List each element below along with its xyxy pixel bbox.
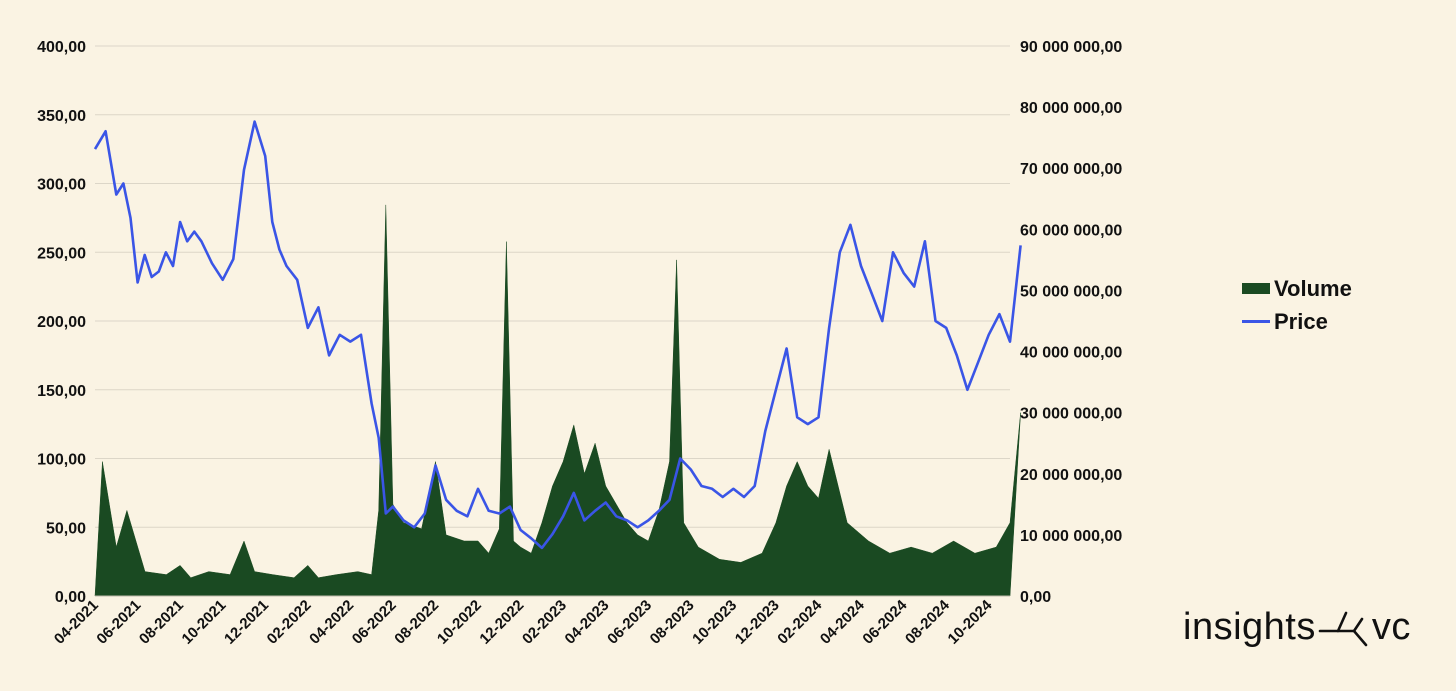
right-tick-label: 40 000 000,00 xyxy=(1020,345,1122,362)
legend-item-volume: Volume xyxy=(1242,272,1352,305)
left-y-axis: 0,00 50,00 100,00 150,00 200,00 250,00 300,00 3… xyxy=(37,39,86,606)
legend-volume-label: Volume xyxy=(1274,275,1352,301)
x-tick-label: 12-2022 xyxy=(476,597,527,648)
right-tick-label: 10 000 000,00 xyxy=(1020,528,1122,545)
x-tick-label: 04-2024 xyxy=(817,596,868,647)
left-tick-label: 350,00 xyxy=(37,108,86,125)
legend-item-price: Price xyxy=(1242,305,1352,338)
right-tick-label: 60 000 000,00 xyxy=(1020,222,1122,239)
left-tick-label: 200,00 xyxy=(37,314,86,331)
x-tick-label: 06-2024 xyxy=(859,596,910,647)
x-tick-label: 04-2022 xyxy=(306,597,357,648)
x-tick-label: 08-2022 xyxy=(391,597,442,648)
x-tick-label: 02-2023 xyxy=(519,597,570,648)
x-tick-label: 06-2021 xyxy=(93,597,144,648)
x-tick-label: 02-2024 xyxy=(774,596,825,647)
legend: Volume Price xyxy=(1242,272,1352,338)
x-tick-label: 12-2021 xyxy=(221,597,272,648)
right-tick-label: 0,00 xyxy=(1020,589,1051,606)
right-tick-label: 70 000 000,00 xyxy=(1020,161,1122,178)
grid-lines xyxy=(95,45,1010,597)
x-tick-label: 06-2023 xyxy=(604,597,655,648)
left-tick-label: 0,00 xyxy=(55,589,86,606)
logo-left-text: insights xyxy=(1183,605,1316,648)
volume-area xyxy=(94,204,1021,597)
x-tick-label: 12-2023 xyxy=(732,597,783,648)
price-series xyxy=(93,120,1022,550)
x-tick-label: 10-2021 xyxy=(179,597,230,648)
left-tick-label: 100,00 xyxy=(37,452,86,469)
right-tick-label: 30 000 000,00 xyxy=(1020,406,1122,423)
x-tick-label: 08-2021 xyxy=(136,597,187,648)
x-axis: 04-202106-202108-202110-202112-202102-20… xyxy=(51,595,1010,648)
right-tick-label: 80 000 000,00 xyxy=(1020,100,1122,117)
left-tick-label: 250,00 xyxy=(37,245,86,262)
price-swatch xyxy=(1242,320,1270,323)
split-arrow-icon xyxy=(1318,611,1368,647)
right-y-axis: 0,00 10 000 000,00 20 000 000,00 30 000 000… xyxy=(1020,39,1122,606)
x-tick-label: 10-2023 xyxy=(689,597,740,648)
insights-vc-logo: insights vc xyxy=(1183,605,1411,649)
left-tick-label: 50,00 xyxy=(46,520,86,537)
legend-price-label: Price xyxy=(1274,308,1328,334)
price-line xyxy=(93,120,1022,550)
right-tick-label: 20 000 000,00 xyxy=(1020,467,1122,484)
volume-swatch xyxy=(1242,283,1270,294)
x-tick-label: 04-2023 xyxy=(562,597,613,648)
x-tick-label: 10-2024 xyxy=(945,596,996,647)
x-tick-label: 10-2022 xyxy=(434,597,485,648)
x-tick-label: 02-2022 xyxy=(264,597,315,648)
right-tick-label: 50 000 000,00 xyxy=(1020,283,1122,300)
right-tick-label: 90 000 000,00 xyxy=(1020,39,1122,56)
volume-series xyxy=(94,204,1021,597)
left-tick-label: 150,00 xyxy=(37,383,86,400)
x-tick-label: 08-2023 xyxy=(647,597,698,648)
x-tick-label: 08-2024 xyxy=(902,596,953,647)
logo-right-text: vc xyxy=(1371,605,1411,648)
left-tick-label: 400,00 xyxy=(37,39,86,56)
left-tick-label: 300,00 xyxy=(37,177,86,194)
x-tick-label: 06-2022 xyxy=(349,597,400,648)
